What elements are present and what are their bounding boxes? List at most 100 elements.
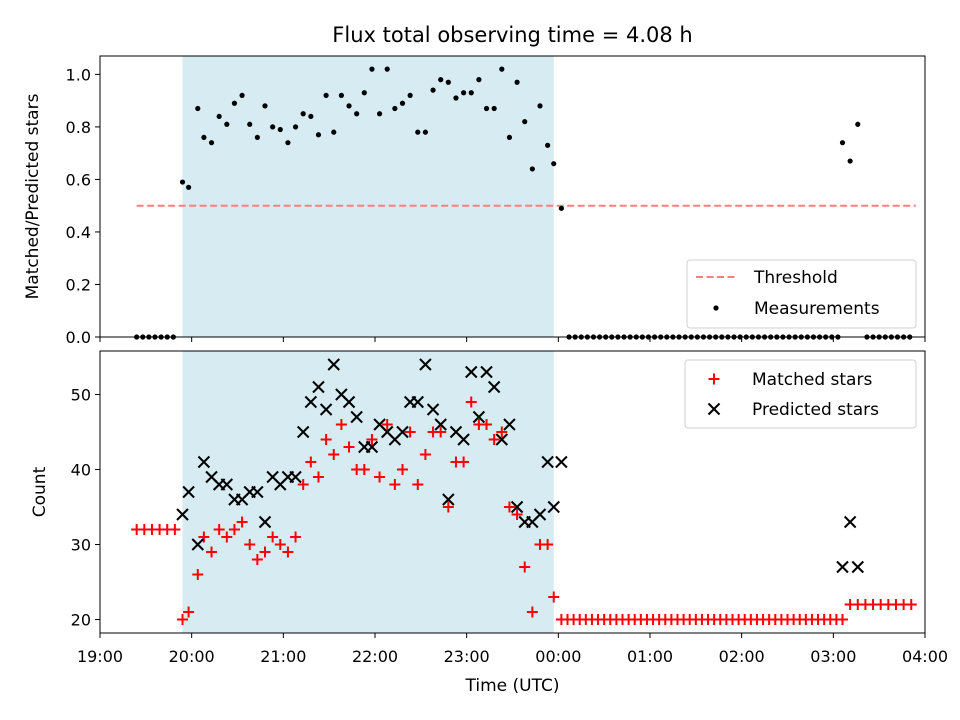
predicted-star-point [480,365,493,379]
matched-star-point [328,449,340,460]
measurement-point [415,129,421,135]
matched-star-point [358,464,370,475]
cross-stroke [442,493,455,506]
cross-stroke [197,455,211,469]
cross-stroke [843,515,857,529]
measurement-point [551,161,557,167]
measurement-point [239,92,245,98]
predicted-star-point [396,425,409,439]
cross-stroke [503,418,516,431]
x-tick-label: 03:00 [810,647,856,666]
predicted-star-point [289,470,302,484]
matched-star-point [511,509,523,520]
measurement-point [300,111,306,117]
measurement-point [558,205,564,211]
cross-stroke [289,470,302,484]
predicted-star-point [472,410,486,424]
matched-star-point [488,434,500,445]
matched-star-point [183,606,195,618]
matched-star-point [381,419,393,430]
predicted-star-point [487,380,501,394]
predicted-star-point [319,403,333,416]
predicted-star-point [533,508,547,521]
matched-star-point [519,561,531,573]
measurement-point [468,90,474,96]
predicted-star-point [182,485,195,499]
measurement-point [315,132,322,138]
measurement-point [277,126,283,133]
measurement-point [392,105,398,112]
measurement-point [201,134,207,141]
matched-star-point [343,441,355,453]
measurement-point [179,179,186,185]
matched-star-point [259,546,271,558]
measurement-point [407,92,413,98]
measurement-point [308,113,314,120]
bottom-panel: 20 30 40 50 19:00 20:00 21:00 22:00 23:00 00:00 0… [30,350,948,696]
predicted-star-point [442,493,455,506]
measurement-point [855,121,861,127]
cross-stroke [510,500,524,514]
predicted-star-point [342,395,356,409]
matched-star-point [312,471,324,483]
matched-star-point [228,524,240,535]
cross-stroke [555,455,568,469]
top-panel: 0.0 0.2 0.4 0.6 0.8 1.0 Flux total observing … [23,23,926,347]
measurement-point [453,95,459,101]
top-x-ticks [99,337,926,342]
measurement-point [323,92,329,98]
matched-star-point [404,426,416,438]
measurement-point [514,79,520,85]
x-axis-label: Time (UTC) [465,676,560,696]
matched-star-point [335,419,347,430]
cross-stroke [419,358,432,371]
matched-star-point [192,569,204,580]
measurement-point [376,111,383,117]
shaded-interval [182,56,554,337]
x-tick-label: 20:00 [169,647,215,666]
bottom-y-ticks: 20 30 40 50 [71,386,100,630]
measurement-point [847,158,853,164]
matched-star-point [274,539,286,550]
matched-star-point [206,546,218,558]
matched-star-point [496,426,508,438]
predicted-star-point [503,418,516,431]
predicted-star-point [465,365,478,379]
measurement-point [384,66,390,72]
predicted-star-point [419,358,432,371]
legend-predicted-swatch [707,402,721,416]
measurement-point [270,124,276,130]
cross-stroke [434,418,447,431]
measurement-point [369,66,375,72]
measurement-point [461,90,467,96]
matched-star-point [251,554,263,565]
matched-star-point [435,426,447,438]
matched-star-point [297,479,309,490]
predicted-star-point [176,508,189,521]
cross-stroke [365,440,379,454]
cross-stroke [472,410,486,424]
cross-stroke [205,470,218,484]
cross-stroke [487,380,501,394]
predicted-star-point [312,380,325,394]
x-tick-label: 21:00 [260,647,306,666]
measurement-point [438,77,444,83]
measurement-point [338,92,344,98]
predicted-star-point [434,418,447,431]
predicted-star-point [541,455,554,469]
matched-star-point [526,606,538,618]
y-tick-label: 1.0 [66,65,91,84]
measurement-point [262,103,268,109]
measurement-point [346,103,352,109]
cross-stroke [457,433,470,446]
measurement-point [491,105,497,112]
measurement-point [361,90,367,96]
legend-measurement-swatch [713,305,719,311]
cross-stroke [258,515,272,529]
cross-stroke [449,425,463,439]
cross-stroke [411,395,424,409]
chart-title: Flux total observing time = 4.08 h [332,23,692,47]
bottom-legend: Matched stars Predicted stars [684,359,917,429]
cross-stroke [296,425,310,439]
